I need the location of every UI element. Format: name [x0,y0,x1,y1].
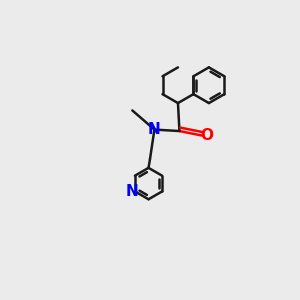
Text: N: N [148,122,161,137]
Text: N: N [126,184,138,199]
Text: O: O [200,128,213,143]
